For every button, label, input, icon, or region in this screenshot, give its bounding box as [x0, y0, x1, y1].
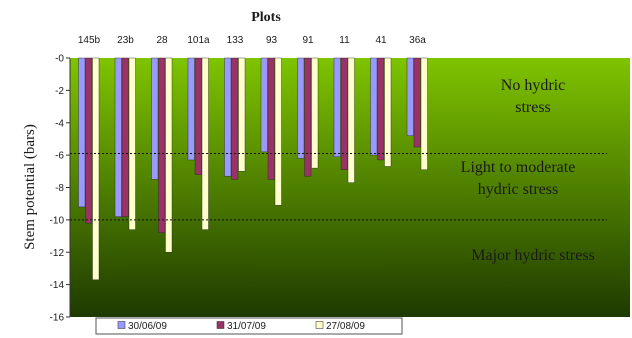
bar-31-07-09	[159, 58, 166, 233]
bar-30-06-09	[188, 58, 195, 160]
bar-31-07-09	[86, 58, 93, 223]
bar-30-06-09	[407, 58, 414, 136]
category-label: 145b	[78, 35, 101, 46]
category-label: 11	[339, 35, 350, 46]
category-label: 133	[227, 35, 244, 46]
legend-swatch	[316, 322, 323, 329]
bar-31-07-09	[378, 58, 385, 160]
category-label: 23b	[117, 35, 134, 46]
category-label: 36a	[409, 35, 426, 46]
y-tick-label: -0	[55, 54, 64, 65]
bar-27-08-09	[348, 58, 355, 183]
y-axis-label: Stem potential (bars)	[22, 124, 38, 250]
category-label: 41	[375, 35, 387, 46]
legend-label: 31/07/09	[227, 321, 266, 332]
bar-30-06-09	[152, 58, 159, 179]
bar-30-06-09	[115, 58, 122, 217]
y-tick-label: -16	[50, 313, 65, 324]
bar-31-07-09	[232, 58, 239, 179]
y-tick-label: -4	[55, 118, 64, 129]
bar-27-08-09	[93, 58, 100, 280]
bar-31-07-09	[195, 58, 202, 175]
bar-31-07-09	[341, 58, 348, 170]
bar-27-08-09	[275, 58, 282, 205]
bar-30-06-09	[298, 58, 305, 158]
bar-31-07-09	[122, 58, 129, 217]
y-tick-label: -8	[55, 183, 64, 194]
zone-annotation: stress	[515, 99, 551, 116]
bar-27-08-09	[239, 58, 246, 171]
bar-30-06-09	[334, 58, 341, 157]
bar-31-07-09	[414, 58, 421, 147]
y-tick-label: -10	[50, 215, 65, 226]
zone-annotation: No hydric	[501, 77, 565, 94]
zone-annotation: Light to moderate	[461, 159, 576, 176]
category-label: 91	[302, 35, 314, 46]
bar-31-07-09	[268, 58, 275, 179]
bar-27-08-09	[385, 58, 392, 166]
category-label: 93	[266, 35, 278, 46]
bar-30-06-09	[371, 58, 378, 155]
bar-27-08-09	[166, 58, 173, 252]
legend-label: 30/06/09	[128, 321, 167, 332]
y-tick-label: -14	[50, 280, 65, 291]
category-label: 101a	[187, 35, 210, 46]
y-tick-label: -6	[55, 151, 64, 162]
bar-30-06-09	[225, 58, 232, 176]
bar-30-06-09	[79, 58, 86, 207]
y-tick-label: -12	[50, 248, 65, 259]
bar-31-07-09	[305, 58, 312, 176]
bar-27-08-09	[129, 58, 136, 230]
bar-27-08-09	[421, 58, 428, 170]
bar-27-08-09	[312, 58, 319, 168]
y-tick-label: -2	[55, 86, 64, 97]
legend-swatch	[217, 322, 224, 329]
category-label: 28	[156, 35, 168, 46]
zone-annotation: hydric stress	[478, 181, 558, 198]
legend: 30/06/09 31/07/09 27/08/09	[96, 318, 402, 334]
zone-annotation: Major hydric stress	[471, 247, 595, 264]
bar-27-08-09	[202, 58, 209, 230]
legend-swatch	[118, 322, 125, 329]
legend-label: 27/08/09	[326, 321, 365, 332]
chart-title: Plots	[251, 10, 281, 25]
bar-30-06-09	[261, 58, 268, 152]
